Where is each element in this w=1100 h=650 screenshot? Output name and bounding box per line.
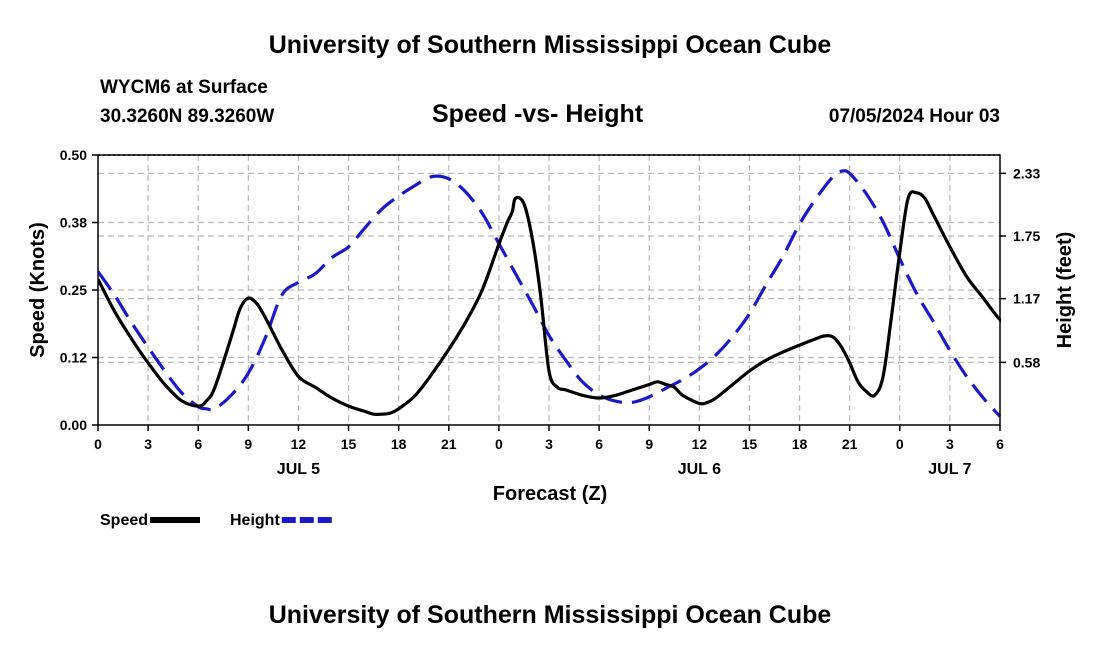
x-tick-label: 0 xyxy=(94,436,102,452)
legend: Speed Height xyxy=(100,512,332,529)
series-layer xyxy=(98,169,1001,418)
x-tick-label: 6 xyxy=(194,436,202,452)
y-left-tick-label: 0.38 xyxy=(60,215,87,231)
series-line-height xyxy=(98,169,1001,418)
x-tick-label: 18 xyxy=(391,436,407,452)
x-tick-label: 9 xyxy=(645,436,653,452)
forecast-datetime: 07/05/2024 Hour 03 xyxy=(828,106,1000,127)
station-name: WYCM6 at Surface xyxy=(100,77,268,98)
y-right-tick-label: 1.75 xyxy=(1013,228,1040,244)
legend-label-speed: Speed xyxy=(100,512,148,529)
x-tick-label: 0 xyxy=(896,436,904,452)
axis-ticks: 0 3 6 9 12 15 18 21 0 3 6 9 12 15 18 21 0 3 6 JUL 5 JUL 6 JUL… xyxy=(60,147,1041,478)
x-tick-label: 21 xyxy=(441,436,457,452)
y-axis-left-label: Speed (Knots) xyxy=(27,222,49,358)
station-coordinates: 30.3260N 89.3260W xyxy=(100,106,275,127)
y-right-tick-label: 2.33 xyxy=(1013,165,1040,181)
y-left-tick-label: 0.12 xyxy=(60,350,87,366)
y-axis-right-label: Height (feet) xyxy=(1054,232,1076,349)
grid xyxy=(98,155,1000,425)
footer-title: University of Southern Mississippi Ocean… xyxy=(268,601,832,629)
y-left-tick-label: 0.00 xyxy=(60,417,87,433)
x-tick-label: 15 xyxy=(742,436,758,452)
x-tick-label: 15 xyxy=(341,436,357,452)
x-axis-label: Forecast (Z) xyxy=(493,483,607,505)
x-tick-label: 18 xyxy=(792,436,808,452)
day-label: JUL 6 xyxy=(678,461,721,478)
x-tick-label: 3 xyxy=(946,436,954,452)
x-tick-label: 0 xyxy=(495,436,503,452)
x-tick-label: 6 xyxy=(595,436,603,452)
y-right-tick-label: 0.58 xyxy=(1013,354,1040,370)
y-left-tick-label: 0.50 xyxy=(60,147,87,163)
chart-title: Speed -vs- Height xyxy=(432,100,644,128)
x-tick-label: 6 xyxy=(996,436,1004,452)
x-tick-label: 3 xyxy=(144,436,152,452)
page-title: University of Southern Mississippi Ocean… xyxy=(268,31,832,59)
x-tick-label: 21 xyxy=(842,436,858,452)
y-right-tick-label: 1.17 xyxy=(1013,291,1040,307)
day-label: JUL 5 xyxy=(277,461,320,478)
y-left-tick-label: 0.25 xyxy=(60,282,87,298)
legend-label-height: Height xyxy=(230,512,280,529)
series-line-speed xyxy=(98,190,1001,417)
x-tick-label: 12 xyxy=(692,436,708,452)
x-tick-label: 3 xyxy=(545,436,553,452)
x-tick-label: 12 xyxy=(291,436,307,452)
x-tick-label: 9 xyxy=(244,436,252,452)
day-label: JUL 7 xyxy=(928,461,971,478)
